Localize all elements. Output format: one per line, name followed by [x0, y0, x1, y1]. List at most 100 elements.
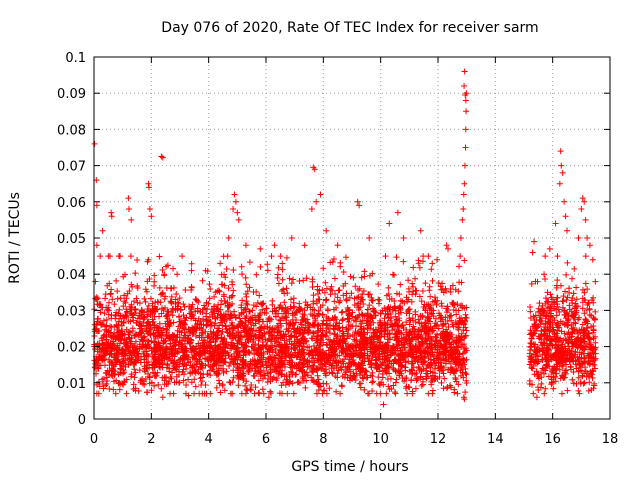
data-point	[453, 344, 460, 351]
data-point	[102, 295, 109, 302]
data-point	[106, 299, 113, 306]
data-point	[421, 319, 428, 326]
data-point	[369, 379, 376, 386]
data-point	[168, 293, 175, 300]
data-point	[254, 299, 261, 306]
data-point	[220, 253, 227, 260]
data-point	[145, 180, 152, 187]
data-point	[592, 308, 599, 315]
data-point	[462, 311, 469, 318]
data-point	[429, 260, 436, 267]
data-point	[166, 323, 173, 330]
data-point	[539, 302, 546, 309]
data-point	[134, 299, 141, 306]
data-point	[159, 266, 166, 273]
data-point	[427, 293, 434, 300]
data-point	[551, 299, 558, 306]
data-point	[332, 290, 339, 297]
data-point	[581, 310, 588, 317]
data-point	[354, 198, 361, 205]
data-point	[284, 378, 291, 385]
data-point	[116, 379, 123, 386]
data-point	[385, 354, 392, 361]
data-point	[165, 308, 172, 315]
data-point	[203, 310, 210, 317]
data-point	[188, 260, 195, 267]
data-point	[454, 301, 461, 308]
data-point	[462, 144, 469, 151]
data-point	[370, 378, 377, 385]
data-point	[150, 330, 157, 337]
data-point	[558, 162, 565, 169]
data-point	[394, 209, 401, 216]
data-point	[230, 266, 237, 273]
data-point	[175, 300, 182, 307]
data-point	[572, 320, 579, 327]
data-point	[166, 365, 173, 372]
data-point	[572, 300, 579, 307]
data-point	[413, 375, 420, 382]
data-point	[541, 390, 548, 397]
data-point	[114, 295, 121, 302]
data-point	[174, 306, 181, 313]
data-point	[105, 253, 112, 260]
data-point	[112, 390, 119, 397]
data-point	[564, 387, 571, 394]
data-point	[148, 213, 155, 220]
data-point	[232, 198, 239, 205]
data-point	[542, 315, 549, 322]
data-point	[156, 253, 163, 260]
data-point	[545, 299, 552, 306]
data-point	[127, 253, 134, 260]
data-point	[155, 381, 162, 388]
data-point	[333, 388, 340, 395]
data-point	[211, 293, 218, 300]
data-point	[133, 319, 140, 326]
data-point	[359, 317, 366, 324]
data-point	[299, 310, 306, 317]
y-tick-label: 0.03	[57, 304, 86, 319]
data-point	[553, 312, 560, 319]
data-point	[530, 390, 537, 397]
data-point	[443, 309, 450, 316]
data-point	[256, 312, 263, 319]
data-point	[227, 390, 234, 397]
data-point	[113, 322, 120, 329]
data-point	[358, 339, 365, 346]
data-point	[405, 296, 412, 303]
data-point	[336, 299, 343, 306]
data-point	[331, 275, 338, 282]
data-point	[440, 355, 447, 362]
data-point	[239, 297, 246, 304]
data-point	[108, 368, 115, 375]
data-point	[329, 287, 336, 294]
data-point	[143, 288, 150, 295]
data-point	[259, 306, 266, 313]
data-point	[180, 377, 187, 384]
data-point	[592, 345, 599, 352]
data-point	[343, 326, 350, 333]
data-point	[128, 373, 135, 380]
data-point	[392, 390, 399, 397]
y-tick-label: 0.07	[57, 160, 86, 175]
data-point	[277, 253, 284, 260]
data-point	[225, 302, 232, 309]
data-point	[188, 286, 195, 293]
data-point	[239, 271, 246, 278]
data-point	[227, 359, 234, 366]
y-tick-label: 0.01	[57, 377, 86, 392]
data-point	[306, 323, 313, 330]
data-point	[141, 295, 148, 302]
data-point	[586, 242, 593, 249]
data-point	[556, 366, 563, 373]
data-point	[445, 245, 452, 252]
data-point	[173, 291, 180, 298]
data-point	[204, 268, 211, 275]
data-point	[323, 285, 330, 292]
data-point	[102, 382, 109, 389]
data-point	[373, 390, 380, 397]
data-point	[446, 382, 453, 389]
data-point	[269, 297, 276, 304]
data-point	[147, 295, 154, 302]
